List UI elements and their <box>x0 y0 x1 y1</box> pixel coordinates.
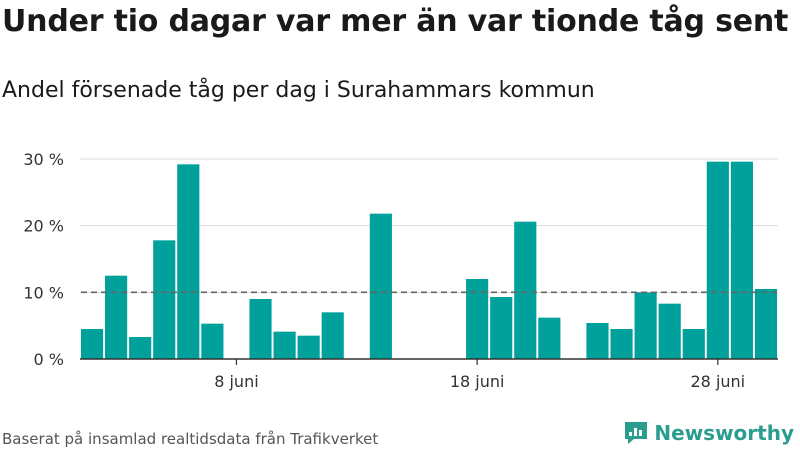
y-tick-label: 20 % <box>23 217 64 236</box>
bar <box>490 297 513 359</box>
bar <box>610 329 633 359</box>
newsworthy-logo-icon <box>625 422 648 444</box>
bar <box>586 323 609 359</box>
bar <box>153 240 176 359</box>
bar <box>249 299 272 359</box>
source-note: Baserat på insamlad realtidsdata från Tr… <box>2 430 379 448</box>
brand-name: Newsworthy <box>654 421 794 445</box>
bar <box>321 312 344 359</box>
bar <box>538 317 561 359</box>
bar <box>273 331 296 359</box>
chart-subtitle: Andel försenade tåg per dag i Surahammar… <box>2 78 595 103</box>
chart-title: Under tio dagar var mer än var tionde tå… <box>2 4 789 39</box>
x-tick-label: 28 juni <box>691 372 746 391</box>
y-tick-label: 0 % <box>34 350 64 369</box>
bar <box>658 303 681 359</box>
bar <box>201 323 224 359</box>
x-tick-label: 18 juni <box>450 372 505 391</box>
bar <box>730 161 753 359</box>
bar <box>514 221 537 359</box>
bar <box>297 335 320 359</box>
bar <box>634 292 657 359</box>
bar <box>682 329 705 359</box>
y-tick-label: 10 % <box>23 283 64 302</box>
y-tick-label: 30 % <box>23 150 64 169</box>
bar <box>706 161 729 359</box>
bar <box>105 275 128 359</box>
bar <box>754 289 778 359</box>
x-tick-label: 8 juni <box>214 372 258 391</box>
bar <box>466 279 489 359</box>
bar <box>129 337 152 359</box>
bar <box>80 329 104 359</box>
brand-logo: Newsworthy <box>623 420 794 446</box>
bar <box>177 164 200 359</box>
bar <box>369 213 392 359</box>
